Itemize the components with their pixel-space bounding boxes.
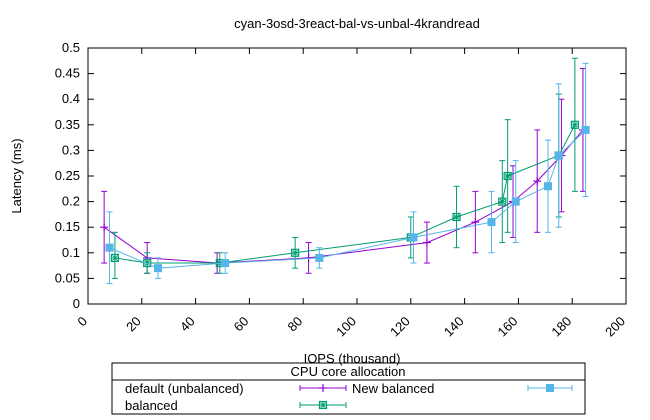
x-tick-label: 0 — [74, 314, 90, 330]
marker-stroke — [572, 121, 578, 128]
legend-entry-new-balanced: New balanced — [352, 381, 573, 396]
data-point — [291, 248, 300, 257]
data-point — [471, 218, 480, 227]
data-point — [143, 258, 152, 268]
marker-fill — [581, 125, 590, 134]
marker-fill — [511, 197, 520, 206]
x-tick-label: 60 — [231, 314, 252, 335]
marker-box — [143, 258, 152, 268]
marker-fill — [221, 259, 230, 268]
marker-fill — [543, 182, 552, 191]
marker-box — [452, 212, 461, 222]
x-tick-label: 100 — [333, 314, 359, 340]
y-tick-label: 0.1 — [62, 245, 80, 260]
y-tick-label: 0.25 — [55, 168, 80, 183]
data-point — [315, 253, 324, 262]
x-tick-label: 160 — [495, 314, 521, 340]
legend-title: CPU core allocation — [291, 364, 406, 379]
legend-entry-default-unbalanced: default (unbalanced) — [125, 381, 347, 396]
series-line — [109, 129, 587, 269]
plot-frame — [87, 47, 627, 305]
x-tick-label: 120 — [387, 314, 413, 340]
x-tick-label: 40 — [177, 314, 198, 335]
marker-box — [570, 120, 579, 129]
x-tick-label: 140 — [441, 314, 467, 340]
y-axis-label: Latency (ms) — [9, 138, 24, 213]
data-point — [503, 171, 512, 181]
marker-box — [318, 400, 328, 410]
marker-stroke — [112, 255, 118, 261]
marker-box — [110, 253, 120, 263]
series-layer — [100, 57, 590, 285]
data-point — [487, 218, 496, 227]
axis-ticks: 0 0.05 0.1 0.15 0.2 0.25 0.3 0.35 0.4 0.45 0.5 0 20 4… — [55, 40, 628, 339]
data-point — [422, 238, 431, 247]
series-balanced — [110, 57, 579, 279]
data-point — [409, 233, 418, 242]
marker-fill — [487, 218, 496, 227]
marker-box — [498, 197, 507, 206]
y-tick-label: 0.15 — [55, 219, 80, 234]
data-point — [533, 177, 542, 186]
marker-box — [503, 171, 512, 181]
marker-fill — [409, 233, 418, 242]
marker-stroke — [453, 214, 460, 220]
y-tick-label: 0.45 — [55, 66, 80, 81]
x-tick-label: 200 — [602, 314, 628, 340]
marker-fill — [105, 243, 114, 252]
series-line — [114, 124, 576, 264]
y-tick-label: 0 — [73, 296, 80, 311]
series-new-balanced — [105, 62, 590, 285]
marker-stroke — [292, 249, 298, 256]
legend-entry-balanced: balanced — [125, 398, 347, 413]
x-tick-label: 20 — [123, 314, 144, 335]
legend-marker — [318, 400, 328, 410]
legend-label: balanced — [125, 398, 178, 413]
y-tick-label: 0.5 — [62, 40, 80, 55]
y-tick-label: 0.05 — [55, 270, 80, 285]
y-tick-label: 0.35 — [55, 117, 80, 132]
x-axis-label: IOPS (thousand) — [304, 351, 401, 366]
y-tick-label: 0.3 — [62, 142, 80, 157]
y-tick-label: 0.2 — [62, 194, 80, 209]
chart-title: cyan-3osd-3react-bal-vs-unbal-4krandread — [234, 16, 480, 31]
legend: CPU core allocation default (unbalanced)… — [111, 362, 586, 415]
legend-marker — [319, 384, 327, 392]
data-point — [498, 197, 507, 206]
data-point — [543, 182, 552, 191]
data-point — [511, 197, 520, 206]
data-point — [452, 212, 461, 222]
marker-fill — [554, 151, 563, 160]
data-point — [581, 125, 590, 134]
data-point — [100, 223, 109, 232]
series-line — [103, 129, 584, 264]
data-point — [221, 259, 230, 268]
legend-marker — [546, 384, 554, 392]
marker-fill — [315, 253, 324, 262]
x-tick-label: 80 — [284, 314, 305, 335]
marker-stroke — [144, 260, 151, 266]
data-point — [110, 253, 120, 263]
x-tick-label: 180 — [548, 314, 574, 340]
marker-fill — [153, 264, 162, 273]
marker-stroke — [504, 173, 511, 179]
data-point — [153, 264, 162, 273]
y-tick-label: 0.4 — [62, 91, 80, 106]
legend-label: default (unbalanced) — [125, 381, 244, 396]
marker-fill — [546, 384, 554, 392]
marker-stroke — [499, 198, 506, 205]
legend-label: New balanced — [352, 381, 434, 396]
marker-stroke — [320, 402, 326, 408]
legend-box — [111, 362, 586, 415]
data-point — [570, 120, 579, 129]
marker-box — [291, 248, 300, 257]
data-point — [554, 151, 563, 160]
data-point — [105, 243, 114, 252]
